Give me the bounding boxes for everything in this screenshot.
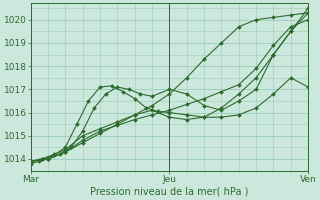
X-axis label: Pression niveau de la mer( hPa ): Pression niveau de la mer( hPa ) xyxy=(90,187,249,197)
